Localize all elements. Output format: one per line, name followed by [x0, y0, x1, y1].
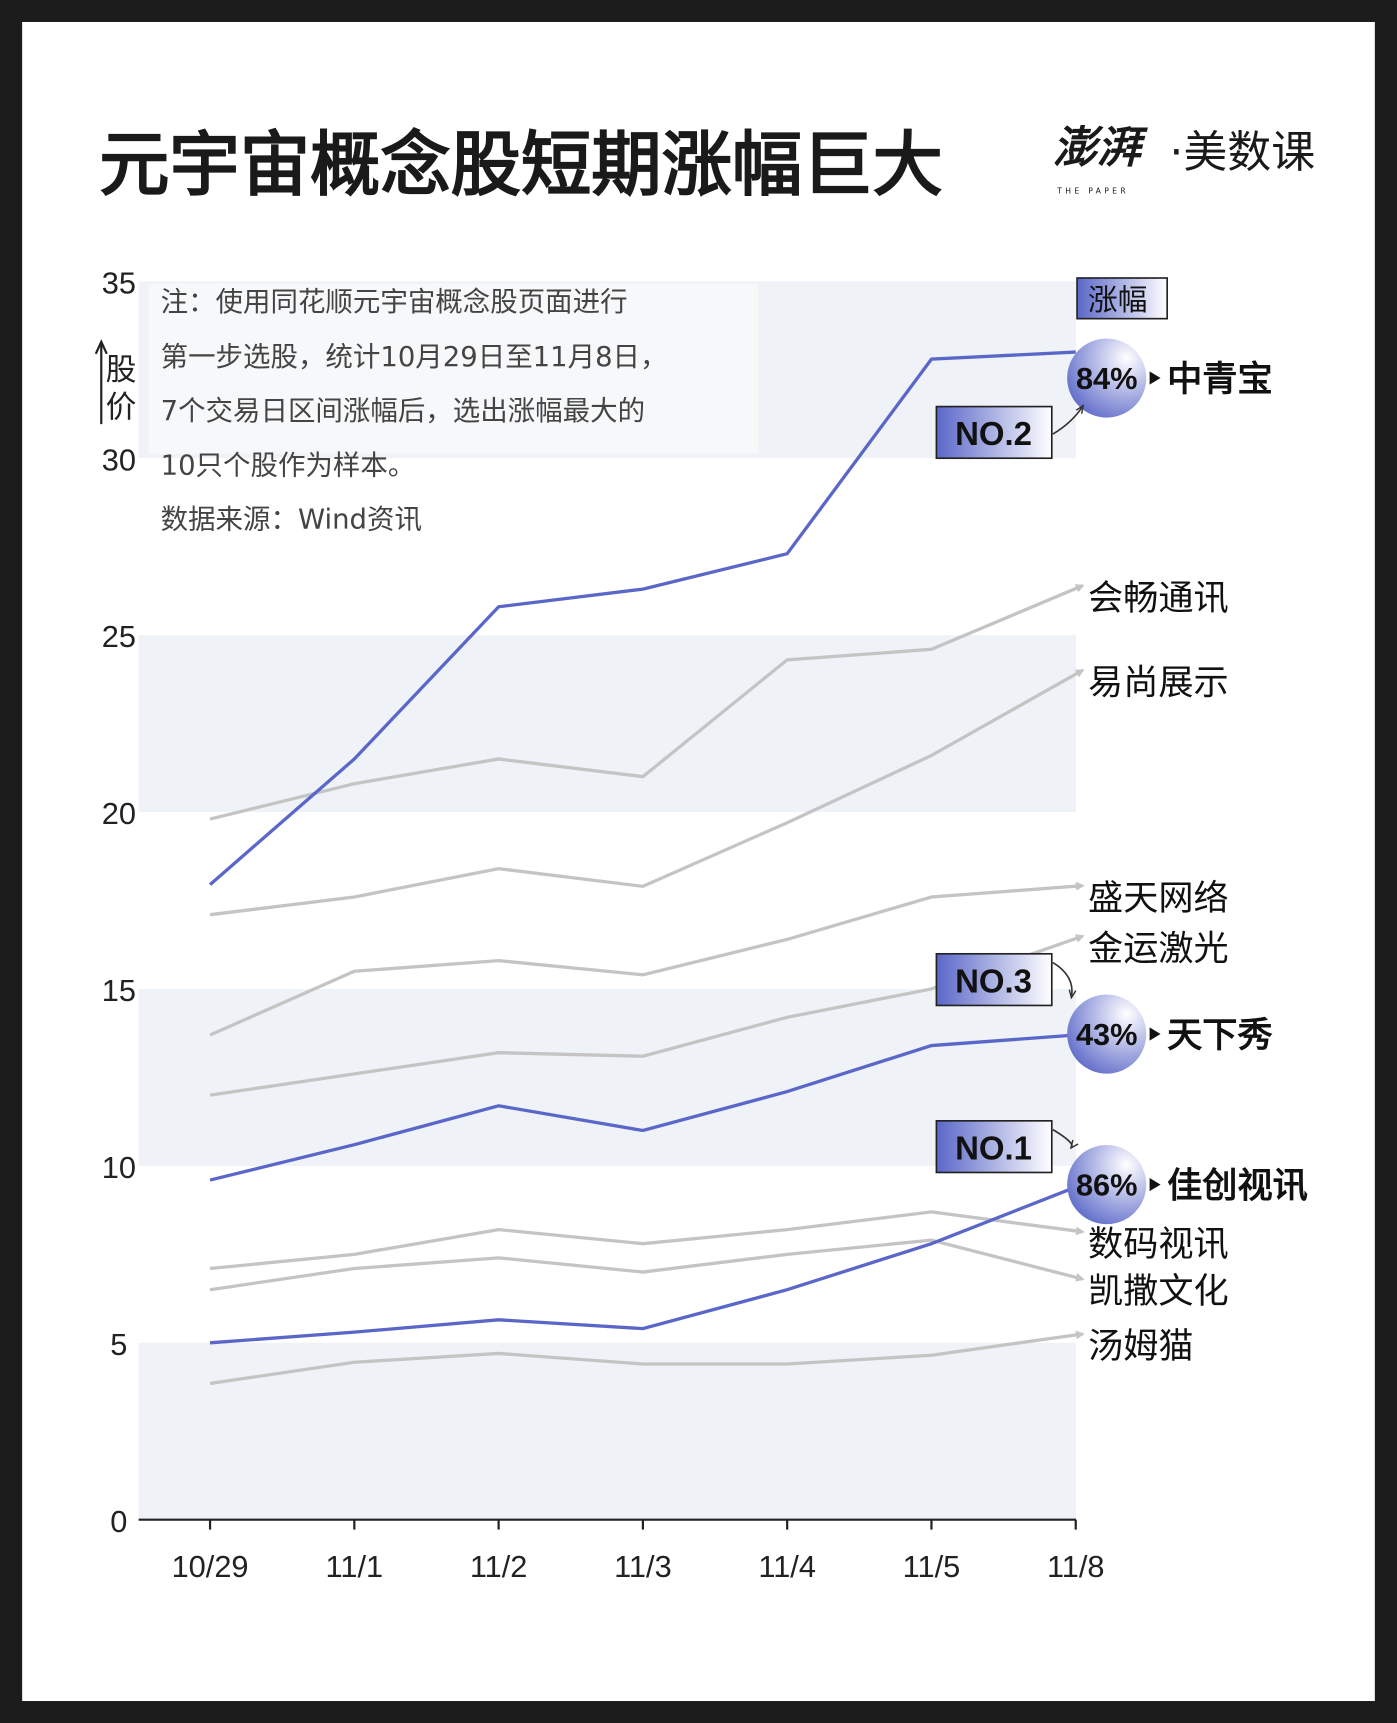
- grid-band: [138, 1342, 1076, 1520]
- series-line-天下秀: [209, 1033, 1076, 1182]
- gain-bubble: [1067, 1145, 1147, 1225]
- y-tick-label: 5: [110, 1327, 127, 1362]
- gain-bubble: [1067, 338, 1147, 418]
- series-name: 汤姆猫: [1088, 1326, 1193, 1367]
- grid-band: [138, 635, 1076, 813]
- logo-main: 澎湃: [1053, 123, 1149, 174]
- series-name: 中青宝: [1167, 359, 1272, 400]
- rank-connector-arrow-icon: [1052, 407, 1083, 435]
- grid-bands: [138, 281, 1076, 1520]
- gain-bubble: [1067, 994, 1147, 1074]
- y-tick-label: 30: [102, 442, 136, 477]
- data-source: 数据来源：Wind资讯: [161, 505, 422, 536]
- series-label-group: 金运激光: [1088, 928, 1229, 969]
- series-line-金运激光: [209, 934, 1085, 1097]
- series-name: 凯撒文化: [1088, 1271, 1229, 1312]
- logo: 澎湃 THE PAPER ·美数课: [1053, 123, 1315, 196]
- x-tick-label: 11/8: [1047, 1549, 1105, 1584]
- note-line-3: 7个交易日区间涨幅后，选出涨幅最大的: [161, 396, 645, 427]
- series-name: 佳创视讯: [1167, 1166, 1308, 1207]
- x-tick-label: 11/1: [326, 1549, 384, 1584]
- series-label-group: 会畅通讯: [1088, 578, 1229, 619]
- y-tick-label: 25: [102, 619, 136, 654]
- x-tick-label: 11/2: [470, 1549, 528, 1584]
- series-line-数码视讯: [209, 1210, 1085, 1271]
- series-name: 会畅通讯: [1088, 578, 1229, 619]
- y-label-char-2: 价: [106, 390, 137, 425]
- pointer-icon: [1149, 1177, 1161, 1192]
- note-line-4: 10只个股作为样本。: [161, 451, 416, 482]
- series-line-盛天网络: [209, 881, 1085, 1037]
- y-tick-label: 10: [102, 1150, 136, 1185]
- x-axis: 10/29 11/1 11/2 11/3 11/4 11/5 11/8: [138, 1518, 1105, 1584]
- series-name: 数码视讯: [1088, 1224, 1229, 1265]
- series-line-佳创视讯: [209, 1185, 1077, 1345]
- series-line-会畅通讯: [209, 584, 1085, 821]
- series-label-group: 数码视讯: [1088, 1224, 1229, 1265]
- series-line-汤姆猫: [209, 1330, 1085, 1386]
- y-label-char-1: 股: [106, 352, 137, 387]
- gain-value: 43%: [1076, 1017, 1138, 1052]
- logo-sub: THE PAPER: [1056, 186, 1129, 195]
- gain-value: 86%: [1076, 1168, 1138, 1203]
- rank-label: NO.3: [955, 962, 1032, 999]
- chart-title: 元宇宙概念股短期涨幅巨大: [99, 124, 943, 206]
- legend-box: [1076, 277, 1168, 320]
- series-label-group: 易尚展示: [1088, 662, 1229, 703]
- gain-value: 84%: [1076, 361, 1138, 396]
- note-background: [148, 283, 759, 454]
- note: 注：使用同花顺元宇宙概念股页面进行 第一步选股，统计10月29日至11月8日， …: [161, 287, 668, 536]
- rank-connector-arrow-icon: [1052, 1128, 1072, 1148]
- note-line-1: 注：使用同花顺元宇宙概念股页面进行: [161, 287, 628, 318]
- rank-connector-arrow-icon: [1052, 961, 1072, 997]
- grid-band: [138, 988, 1076, 1166]
- series-lines: [208, 350, 1085, 1386]
- series-label-group: 84% 中青宝 NO.2: [935, 338, 1273, 460]
- series-label-group: 凯撒文化: [1088, 1271, 1229, 1312]
- y-tick-label: 20: [102, 796, 136, 831]
- series-name: 金运激光: [1088, 928, 1229, 969]
- pointer-icon: [1149, 1027, 1161, 1041]
- y-tick-label: 35: [102, 265, 136, 300]
- logo-suffix: ·美数课: [1169, 127, 1315, 178]
- x-tick-label: 11/3: [614, 1549, 672, 1584]
- series-line-凯撒文化: [209, 1238, 1085, 1292]
- rank-badge: [935, 405, 1053, 460]
- series-name: 天下秀: [1167, 1015, 1272, 1056]
- x-tick-label: 10/29: [172, 1549, 249, 1584]
- x-tick-label: 11/5: [903, 1549, 961, 1584]
- legend-title: 涨幅: [1088, 282, 1147, 317]
- rank-badge: [935, 952, 1053, 1007]
- y-axis-label: 股 价: [94, 339, 137, 425]
- rank-badge: [935, 1120, 1053, 1174]
- note-line-2: 第一步选股，统计10月29日至11月8日，: [161, 342, 668, 373]
- y-tick-label: 15: [102, 973, 136, 1008]
- series-label-group: 43% 天下秀 NO.3: [935, 952, 1273, 1074]
- series-name: 易尚展示: [1088, 662, 1229, 703]
- series-name: 盛天网络: [1088, 878, 1229, 919]
- y-tick-label: 0: [110, 1504, 127, 1539]
- series-line-易尚展示: [209, 668, 1085, 917]
- y-axis: 0 5 10 15 20 25 30 35: [102, 265, 136, 1538]
- series-line-中青宝: [208, 350, 1076, 886]
- rank-label: NO.2: [955, 415, 1032, 452]
- x-tick-label: 11/4: [758, 1549, 816, 1584]
- series-label-group: 86% 佳创视讯 NO.1: [935, 1120, 1308, 1225]
- series-label-group: 汤姆猫: [1088, 1326, 1193, 1367]
- rank-label: NO.1: [955, 1129, 1032, 1166]
- series-label-group: 盛天网络: [1088, 878, 1229, 919]
- pointer-icon: [1149, 371, 1161, 385]
- legend: 涨幅: [1076, 277, 1168, 320]
